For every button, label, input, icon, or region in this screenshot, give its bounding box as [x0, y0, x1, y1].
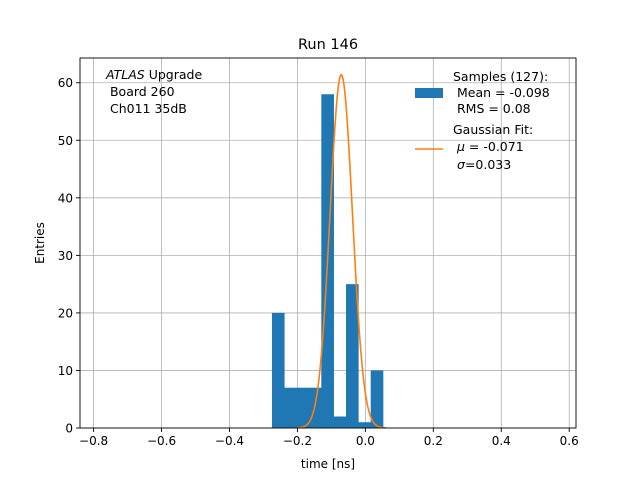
y-tick-label: 40 — [58, 191, 73, 205]
gaussian-fit-curve — [297, 73, 386, 429]
y-axis-label: Entries — [33, 222, 47, 264]
x-axis-label: time [ns] — [301, 457, 355, 471]
legend-samples-swatch — [415, 88, 443, 98]
axes-frame — [79, 57, 577, 429]
x-tick-label: −0.2 — [283, 434, 312, 448]
annotation-board: Board 260 — [106, 84, 175, 99]
annotation-atlas: ATLAS — [105, 67, 145, 82]
svg-text:μ = -0.071: μ = -0.071 — [456, 139, 524, 154]
legend-samples-mean: Mean = -0.098 — [453, 85, 550, 100]
legend-fit-sigma-value: =0.033 — [465, 157, 511, 172]
y-tick-label: 50 — [58, 134, 73, 148]
y-tick-label: 0 — [65, 422, 73, 436]
x-tick-label: 0.0 — [356, 434, 375, 448]
x-tick-label: −0.6 — [147, 434, 176, 448]
histogram-bar — [308, 387, 322, 428]
histogram-bar — [284, 387, 297, 428]
y-tick-label: 60 — [58, 76, 73, 90]
histogram-bar — [346, 284, 359, 428]
x-tick-label: 0.2 — [424, 434, 443, 448]
atlas-annotation: ATLAS Upgrade Board 260 Ch011 35dB — [105, 67, 202, 116]
annotation-upgrade: Upgrade — [145, 67, 203, 82]
histogram-bar — [271, 312, 285, 428]
x-tick-label: −0.8 — [79, 434, 108, 448]
chart-title: Run 146 — [298, 37, 358, 53]
x-axis-ticks: −0.8 −0.6 −0.4 −0.2 0.0 0.2 0.4 0.6 — [79, 428, 579, 448]
histogram-bar — [358, 422, 372, 428]
y-tick-label: 20 — [58, 306, 73, 320]
annotation-channel: Ch011 35dB — [106, 101, 187, 116]
y-tick-label: 30 — [58, 249, 73, 263]
legend-fit-title: Gaussian Fit: — [453, 122, 533, 137]
histogram-bar — [333, 416, 347, 428]
legend-fit-mu-symbol: μ — [456, 139, 465, 154]
x-tick-label: 0.4 — [492, 434, 511, 448]
x-tick-label: 0.6 — [560, 434, 579, 448]
histogram-bar — [370, 370, 384, 428]
x-tick-label: −0.4 — [215, 434, 244, 448]
y-tick-label: 10 — [58, 364, 73, 378]
histogram-bar — [296, 387, 310, 428]
y-axis-ticks: 0 10 20 30 40 50 60 — [58, 76, 80, 436]
legend-fit-mu-value: = -0.071 — [465, 139, 524, 154]
legend-samples-title: Samples (127): — [453, 69, 548, 84]
legend-fit-sigma-symbol: σ — [457, 157, 466, 172]
legend-samples-rms: RMS = 0.08 — [453, 101, 531, 116]
svg-text:σ=0.033: σ=0.033 — [457, 157, 511, 172]
legend: Samples (127): Mean = -0.098 RMS = 0.08 … — [415, 69, 550, 172]
svg-text:ATLAS Upgrade: ATLAS Upgrade — [105, 67, 202, 82]
